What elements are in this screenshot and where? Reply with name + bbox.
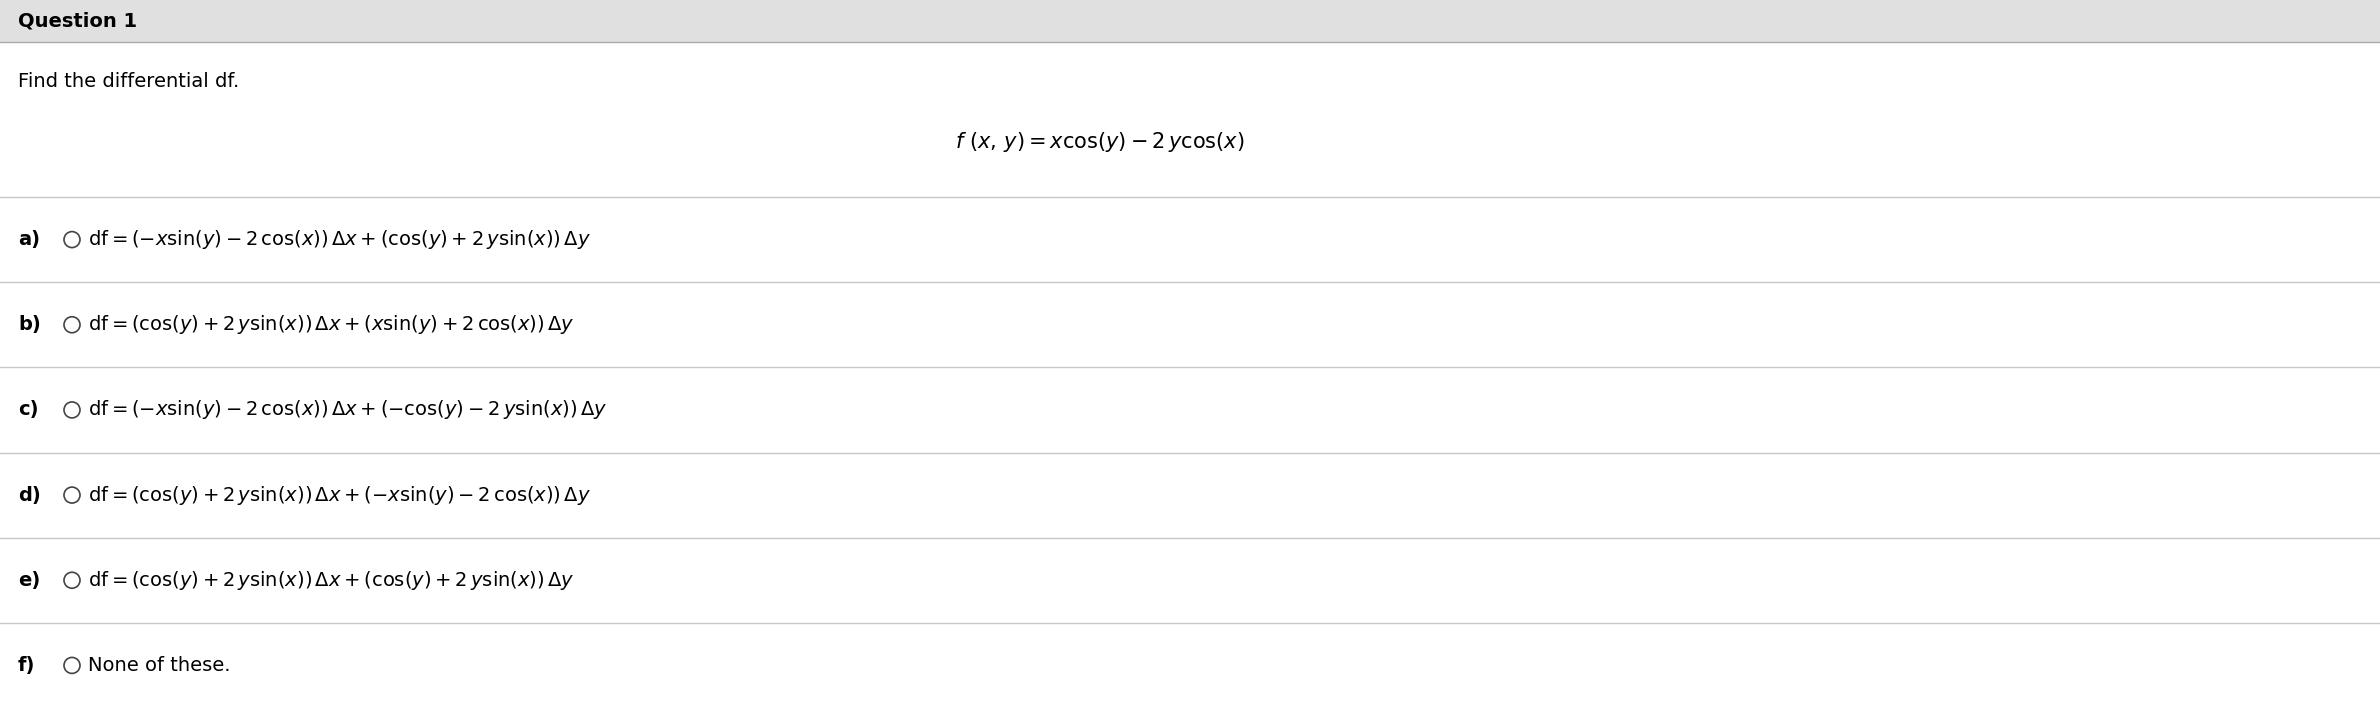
Text: $\mathrm{df} = (-x\sin(y) - 2\,\cos(x))\,\Delta x + (\cos(y) + 2\,y\sin(x))\,\De: $\mathrm{df} = (-x\sin(y) - 2\,\cos(x))\… bbox=[88, 228, 590, 251]
Text: e): e) bbox=[19, 571, 40, 589]
Text: None of these.: None of these. bbox=[88, 656, 231, 675]
Text: f): f) bbox=[19, 656, 36, 675]
Bar bbox=[0, 0, 2380, 42]
Text: $\mathrm{df} = (\cos(y) + 2\,y\sin(x))\,\Delta x + (x\sin(y) + 2\,\cos(x))\,\Del: $\mathrm{df} = (\cos(y) + 2\,y\sin(x))\,… bbox=[88, 313, 574, 336]
Text: $\mathit{f}\ (x,\,y) = x\cos(y) - 2\,y\cos(x)$: $\mathit{f}\ (x,\,y) = x\cos(y) - 2\,y\c… bbox=[954, 130, 1245, 154]
Text: $\mathrm{df} = (-x\sin(y) - 2\,\cos(x))\,\Delta x + (-\cos(y) - 2\,y\sin(x))\,\D: $\mathrm{df} = (-x\sin(y) - 2\,\cos(x))\… bbox=[88, 398, 607, 421]
Text: d): d) bbox=[19, 485, 40, 505]
Text: Question 1: Question 1 bbox=[19, 11, 138, 30]
Text: a): a) bbox=[19, 230, 40, 249]
Text: c): c) bbox=[19, 401, 38, 419]
Text: $\mathrm{df} = (\cos(y) + 2\,y\sin(x))\,\Delta x + (\cos(y) + 2\,y\sin(x))\,\Del: $\mathrm{df} = (\cos(y) + 2\,y\sin(x))\,… bbox=[88, 569, 574, 592]
Text: b): b) bbox=[19, 315, 40, 335]
Text: $\mathrm{df} = (\cos(y) + 2\,y\sin(x))\,\Delta x + (-x\sin(y) - 2\,\cos(x))\,\De: $\mathrm{df} = (\cos(y) + 2\,y\sin(x))\,… bbox=[88, 484, 590, 507]
Text: Find the differential df.: Find the differential df. bbox=[19, 72, 240, 91]
